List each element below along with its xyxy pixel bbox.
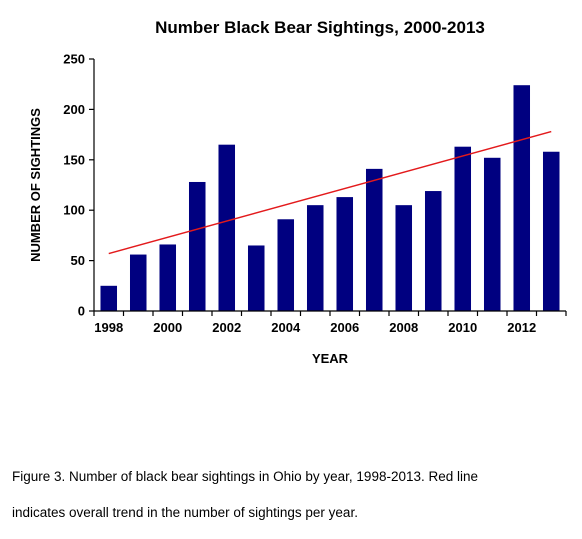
plot-area: 0 50 100 150 200 250 1998 2000 2002 2004 2006 2008 2…: [63, 52, 567, 335]
bar-2000: [159, 244, 177, 311]
x-tick-label-2002: 2002: [212, 320, 241, 335]
bar-2012: [513, 85, 531, 311]
bar-2003: [247, 245, 265, 311]
x-tick-label-2008: 2008: [389, 320, 418, 335]
bar-2004: [277, 219, 295, 311]
x-tick-label-1998: 1998: [94, 320, 123, 335]
bar-chart: Number Black Bear Sightings, 2000-2013 0…: [28, 18, 567, 366]
figure-caption-line-1: Figure 3. Number of black bear sightings…: [12, 469, 479, 484]
x-tick-label-2010: 2010: [448, 320, 477, 335]
bar-2006: [336, 197, 354, 311]
y-tick-label-200: 200: [63, 102, 85, 117]
x-tick-label-2006: 2006: [330, 320, 359, 335]
x-tick-label-2004: 2004: [271, 320, 301, 335]
bar-2002: [218, 144, 236, 311]
x-tick-label-2012: 2012: [507, 320, 536, 335]
bar-2007: [365, 168, 383, 311]
bar-2010: [454, 146, 472, 311]
x-tick-label-2000: 2000: [153, 320, 182, 335]
x-axis-label: YEAR: [312, 351, 349, 366]
y-tick-label-250: 250: [63, 52, 85, 67]
bar-2011: [483, 157, 501, 311]
bar-1999: [129, 254, 147, 311]
bar-2005: [306, 205, 324, 311]
bar-1998: [100, 285, 118, 311]
bar-2008: [395, 205, 413, 311]
y-tick-label-150: 150: [63, 152, 85, 167]
y-tick-label-100: 100: [63, 203, 85, 218]
trend-line: [108, 130, 552, 255]
y-tick-label-0: 0: [78, 304, 85, 319]
chart-title: Number Black Bear Sightings, 2000-2013: [155, 18, 485, 37]
y-axis-label: NUMBER OF SIGHTINGS: [28, 108, 43, 262]
bar-2001: [188, 181, 206, 311]
y-tick-label-50: 50: [71, 253, 85, 268]
bar-2009: [424, 191, 442, 311]
bar-2013: [542, 151, 560, 311]
figure-caption-line-2: indicates overall trend in the number of…: [12, 505, 358, 520]
